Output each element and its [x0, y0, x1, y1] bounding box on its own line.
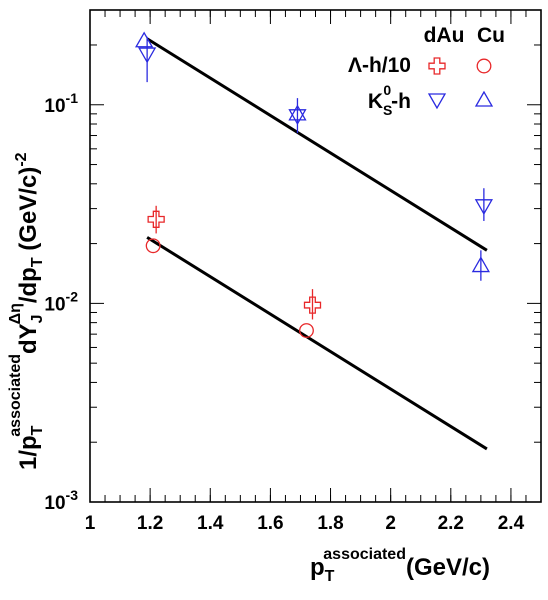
- legend-markers: [427, 57, 494, 110]
- fit-line: [146, 37, 488, 252]
- series-triangle-down: [138, 36, 493, 221]
- ticks-layer: 1 1.2 1.4 1.6 1.8 2 2.2 2.4 10-3 10-2 10-1: [44, 9, 542, 534]
- marker-cross: [303, 296, 322, 314]
- y-tick-label: 10-3: [44, 487, 78, 514]
- x-tick-label: 2.4: [498, 513, 525, 534]
- x-tick-label: 1.2: [137, 513, 163, 534]
- y-tick-label: 10-2: [44, 288, 78, 315]
- y-axis-title: 1/pTassociateddYJΔη/dpT (GeV/c)-2: [7, 152, 46, 470]
- x-tick-label: 2: [385, 513, 396, 534]
- y-tick-label: 10-1: [44, 90, 78, 117]
- fit-line: [146, 236, 488, 451]
- x-axis-title: pTassociated(GeV/c): [310, 546, 490, 585]
- data-points: [134, 31, 493, 338]
- series-circle: [145, 238, 314, 338]
- fit-lines: [146, 37, 488, 451]
- marker-triangle-up: [134, 31, 154, 48]
- marker-triangle-up: [474, 90, 494, 107]
- marker-circle: [145, 238, 161, 254]
- marker-triangle-up: [288, 104, 307, 121]
- marker-circle: [299, 323, 314, 338]
- legend-label-kshort: KS0-h: [368, 82, 411, 118]
- series-triangle-up: [134, 31, 490, 281]
- legend-label-lambda: Λ-h/10: [348, 54, 411, 77]
- x-tick-label: 1.4: [197, 513, 224, 534]
- marker-triangle-down: [138, 47, 157, 64]
- marker-triangle-down: [427, 93, 447, 110]
- marker-cross: [428, 57, 446, 75]
- marker-cross: [147, 210, 165, 228]
- legend: dAu Cu Λ-h/10 KS0-h: [348, 24, 505, 118]
- x-tick-label: 1.6: [257, 513, 283, 534]
- legend-col-dau: dAu: [424, 24, 465, 47]
- marker-circle: [476, 58, 492, 74]
- series-cross: [147, 205, 322, 320]
- marker-triangle-up: [471, 256, 490, 273]
- marker-triangle-down: [288, 109, 307, 126]
- plot-frame: [89, 9, 542, 503]
- marker-triangle-down: [474, 199, 493, 216]
- x-tick-label: 1: [85, 513, 96, 534]
- legend-col-cu: Cu: [477, 24, 505, 47]
- x-tick-label: 1.8: [317, 513, 343, 534]
- x-tick-label: 2.2: [438, 513, 464, 534]
